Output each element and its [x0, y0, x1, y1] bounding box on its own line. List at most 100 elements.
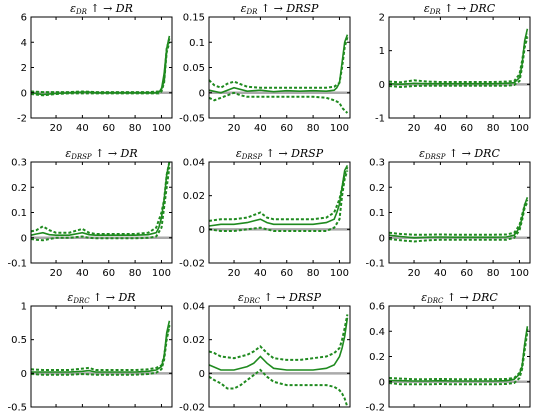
y-tick-label: 0.6: [369, 302, 385, 313]
confidence-band-line: [388, 201, 529, 243]
panel-1: εDR ↑ → DR -2 0 2 4 6 20 40 60 80 100: [17, 2, 173, 134]
y-tick-label: 0.04: [183, 158, 205, 169]
panel-4: εDRSP ↑ → DR -0.1 0 0.1 0.2 0.3 20 40 60 80 100: [7, 147, 173, 279]
panel-title: εDR ↑ → DRC: [424, 2, 496, 16]
y-tick-label: 0.05: [183, 63, 205, 74]
confidence-band-line: [208, 166, 349, 222]
impulse-response-line: [388, 326, 529, 382]
y-tick-label: 0.3: [11, 158, 27, 169]
y-tick-label: 0.2: [369, 183, 385, 194]
confidence-band-line: [208, 368, 349, 408]
x-tick-label: 20: [408, 123, 421, 134]
impulse-response-line: [208, 317, 349, 371]
x-tick-label: 60: [460, 268, 473, 279]
title-epsilon: ε: [238, 291, 244, 304]
x-tick-label: 80: [307, 123, 320, 134]
title-epsilon: ε: [421, 291, 427, 304]
confidence-band-line: [30, 324, 171, 371]
plot-frame: [388, 305, 531, 408]
x-tick-label: 20: [50, 268, 63, 279]
y-tick-label: 0.1: [11, 208, 27, 219]
y-tick-label: -0.1: [365, 259, 385, 270]
title-tail: ↑ → DR: [87, 2, 133, 15]
y-tick-label: 2: [379, 13, 385, 24]
panel-title: εDRC ↑ → DRSP: [238, 291, 322, 305]
x-tick-label: 100: [330, 123, 349, 134]
y-tick-label: -1: [375, 114, 385, 125]
y-tick-label: -0.1: [7, 259, 27, 270]
impulse-response-line: [31, 320, 171, 373]
x-tick-label: 20: [408, 268, 421, 279]
x-tick-label: 100: [152, 123, 171, 134]
impulse-response-line: [30, 35, 171, 96]
panel-title: εDRSP ↑ → DR: [65, 147, 137, 161]
title-epsilon: ε: [236, 147, 242, 160]
impulse-response-line: [208, 34, 349, 94]
title-subscript: DR: [75, 8, 88, 16]
confidence-band-line: [388, 33, 529, 84]
y-tick-label: 1: [21, 302, 27, 313]
title-tail: ↑ → DRC: [443, 291, 498, 304]
plot-frame: [208, 305, 351, 408]
x-tick-label: 80: [487, 268, 500, 279]
title-subscript: DRSP: [241, 153, 263, 161]
y-tick-label: 0.1: [369, 208, 385, 219]
confidence-band-line: [30, 38, 171, 94]
title-tail: ↑ → DRSP: [257, 2, 319, 15]
plot-frame: [208, 161, 351, 264]
title-subscript: DRC: [243, 297, 261, 305]
panel-title: εDRC ↑ → DR: [67, 291, 135, 305]
panel-title: εDR ↑ → DRSP: [241, 2, 319, 16]
plot-frame: [30, 16, 173, 119]
y-tick-label: 0: [379, 80, 385, 91]
title-subscript: DRSP: [424, 153, 446, 161]
x-tick-label: 20: [50, 123, 63, 134]
confidence-band-line: [388, 36, 529, 89]
y-tick-label: 0: [379, 377, 385, 388]
y-tick-label: 0.2: [369, 352, 385, 363]
impulse-response-line: [388, 28, 529, 86]
y-tick-label: 0.1: [189, 38, 205, 49]
title-tail: ↑ → DR: [90, 291, 136, 304]
y-tick-label: 0: [199, 225, 205, 236]
title-tail: ↑ → DRC: [441, 2, 496, 15]
plot-frame: [388, 16, 531, 119]
y-tick-label: 0.5: [11, 335, 27, 346]
x-tick-label: 80: [307, 268, 320, 279]
panel-title: εDRSP ↑ → DRC: [419, 147, 500, 161]
y-tick-label: 0.15: [183, 13, 205, 24]
title-tail: ↑ → DRC: [445, 147, 500, 160]
x-tick-label: 40: [76, 123, 89, 134]
confidence-band-line: [388, 199, 529, 236]
y-tick-label: -0.02: [179, 403, 205, 413]
panel-7: εDRC ↑ → DR-0.500.5120406080100: [7, 291, 173, 413]
x-tick-label: 100: [330, 268, 349, 279]
x-tick-label: 80: [487, 123, 500, 134]
plot-frame: [30, 161, 173, 264]
title-subscript: DR: [246, 8, 259, 16]
title-subscript: DRSP: [70, 153, 92, 161]
confidence-band-line: [208, 36, 349, 89]
panel-5: εDRSP ↑ → DRSP -0.02 0 0.02 0.04 20 40 60 80 100: [179, 147, 351, 279]
title-subscript: DRC: [426, 297, 444, 305]
y-tick-label: -0.05: [179, 114, 205, 125]
title-epsilon: ε: [70, 2, 76, 15]
title-subscript: DRC: [72, 297, 90, 305]
x-tick-label: 20: [228, 123, 241, 134]
title-tail: ↑ → DR: [92, 147, 138, 160]
y-tick-label: 0.3: [369, 158, 385, 169]
confidence-band-line: [208, 170, 349, 232]
x-tick-label: 40: [254, 268, 267, 279]
y-tick-label: -2: [17, 114, 27, 125]
title-subscript: DR: [429, 8, 442, 16]
x-tick-label: 60: [102, 268, 115, 279]
confidence-band-line: [208, 314, 349, 361]
y-tick-label: 2: [21, 63, 27, 74]
x-tick-label: 60: [460, 123, 473, 134]
y-tick-label: 0: [199, 369, 205, 380]
x-tick-label: 20: [228, 268, 241, 279]
panel-title: εDR ↑ → DR: [70, 2, 133, 16]
confidence-band-line: [30, 326, 171, 376]
